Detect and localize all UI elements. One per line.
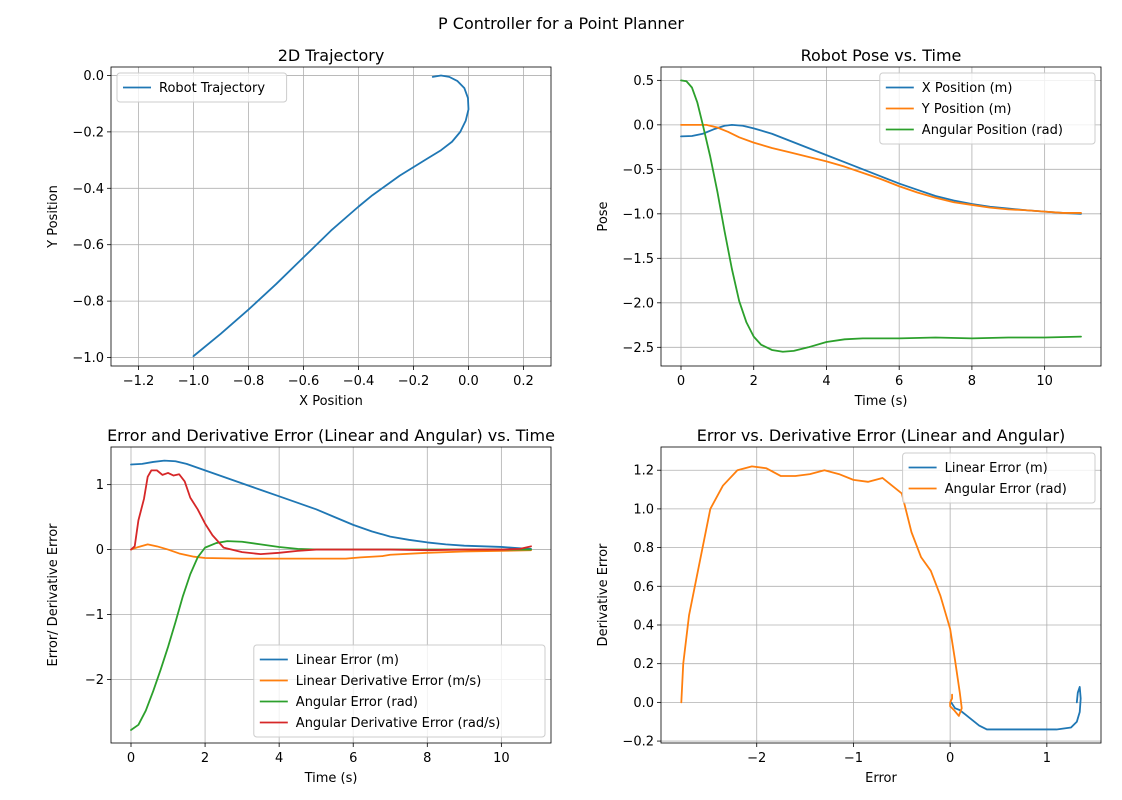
y-tick-label: −0.6 (72, 238, 104, 253)
series-line-y-position-m (680, 123, 1082, 214)
plot-frame (660, 446, 1102, 744)
chart-title: 2D Trajectory (278, 46, 385, 65)
figure-title: P Controller for a Point Planner (438, 14, 684, 33)
y-tick-label: −1.0 (622, 207, 654, 222)
legend-label: Y Position (m) (921, 102, 1012, 117)
x-tick-label: 0 (946, 751, 954, 766)
x-axis-label: X Position (299, 394, 363, 409)
y-tick-label: 1.2 (633, 464, 654, 479)
series-line-angular-error-rad (680, 465, 963, 717)
series-line-linear-derivative-error-m-s (130, 543, 532, 560)
y-tick-label: 0 (96, 543, 104, 558)
legend: X Position (m) Y Position (m) Angular Posi… (879, 72, 1096, 145)
x-axis-label: Time (s) (304, 771, 358, 786)
x-tick-label: 8 (423, 751, 431, 766)
y-tick-label: 0.0 (83, 69, 104, 84)
legend-box (253, 644, 546, 738)
x-tick-label: −1 (844, 751, 863, 766)
legend-box (116, 72, 288, 103)
x-tick-label: −1.2 (123, 374, 155, 389)
x-tick-label: 4 (822, 374, 830, 389)
legend: Linear Error (m) Angular Error (rad) (902, 452, 1096, 504)
y-tick-label: 0.2 (633, 657, 654, 672)
legend-label: Angular Derivative Error (rad/s) (296, 716, 501, 731)
x-tick-label: −0.6 (288, 374, 320, 389)
legend: Linear Error (m) Linear Derivative Error … (253, 644, 546, 738)
plot-frame (110, 66, 552, 367)
y-tick-label: −2.5 (622, 341, 654, 356)
y-axis-label: Error/ Derivative Error (46, 523, 61, 667)
y-tick-label: −0.8 (72, 295, 104, 310)
x-tick-label: 6 (349, 751, 357, 766)
y-tick-label: −2 (85, 673, 104, 688)
x-tick-label: 2 (750, 374, 758, 389)
y-tick-label: −0.2 (72, 125, 104, 140)
x-tick-label: −2 (747, 751, 766, 766)
chart-title: Error vs. Derivative Error (Linear and A… (697, 426, 1065, 445)
legend-label: Linear Error (m) (296, 653, 399, 668)
y-tick-label: 0.4 (633, 618, 654, 633)
legend-label: X Position (m) (922, 81, 1013, 96)
x-tick-label: 0 (677, 374, 685, 389)
x-axis-label: Error (865, 771, 897, 786)
chart-error_vs_derivative: −2 −1 0 1 1.2 1.0 0.8 0.6 0.4 0.2 0.0 −0.2 Error vs.… (596, 426, 1102, 786)
series-line-robot-trajectory (192, 74, 470, 358)
y-tick-label: 0.8 (633, 541, 654, 556)
legend-box (902, 452, 1096, 504)
x-tick-label: 4 (275, 751, 283, 766)
y-tick-label: −0.2 (622, 735, 654, 750)
legend-label: Angular Error (rad) (296, 695, 418, 710)
x-tick-label: 10 (493, 751, 510, 766)
legend: Robot Trajectory (116, 72, 288, 103)
y-tick-label: 1 (96, 478, 104, 493)
x-tick-label: 8 (968, 374, 976, 389)
legend-label: Angular Position (rad) (922, 123, 1063, 138)
x-tick-label: 6 (895, 374, 903, 389)
y-tick-label: −1.0 (72, 351, 104, 366)
x-tick-label: 10 (1036, 374, 1053, 389)
series-line-linear-error-m (130, 459, 532, 550)
chart-title: Robot Pose vs. Time (801, 46, 962, 65)
y-axis-label: Pose (596, 201, 611, 231)
y-tick-label: −2.0 (622, 296, 654, 311)
y-tick-label: 0.0 (633, 118, 654, 133)
series-line-angular-derivative-error-rad-s (130, 469, 532, 556)
legend-label: Linear Derivative Error (m/s) (296, 674, 481, 689)
chart-trajectory: −1.2 −1.0 −0.8 −0.6 −0.4 −0.2 0.0 0.2 0.0 −0.2 −0.… (46, 46, 552, 409)
y-tick-label: −0.4 (72, 182, 104, 197)
y-tick-label: −1.5 (622, 252, 654, 267)
x-tick-label: 2 (201, 751, 209, 766)
y-tick-label: −0.5 (622, 163, 654, 178)
plot-frame (110, 446, 552, 744)
x-tick-label: −0.4 (343, 374, 375, 389)
legend-label: Angular Error (rad) (945, 482, 1067, 497)
x-tick-label: 0.2 (513, 374, 534, 389)
y-tick-label: 0.6 (633, 580, 654, 595)
y-axis-label: Derivative Error (596, 543, 611, 647)
y-tick-label: 0.0 (633, 696, 654, 711)
y-tick-label: −1 (85, 608, 104, 623)
legend-box (879, 72, 1096, 145)
x-tick-label: −0.8 (233, 374, 265, 389)
y-tick-label: 0.5 (633, 74, 654, 89)
legend-label: Robot Trajectory (159, 81, 265, 96)
x-tick-label: 0 (127, 751, 135, 766)
plot-frame (660, 66, 1102, 367)
series-line-angular-position-rad (680, 79, 1082, 353)
y-axis-label: Y Position (46, 185, 61, 249)
x-tick-label: −0.2 (398, 374, 430, 389)
chart-title: Error and Derivative Error (Linear and A… (107, 426, 555, 445)
x-tick-label: 0.0 (458, 374, 479, 389)
x-axis-label: Time (s) (854, 394, 908, 409)
legend-label: Linear Error (m) (945, 461, 1048, 476)
x-tick-label: −1.0 (178, 374, 210, 389)
y-tick-label: 1.0 (633, 502, 654, 517)
series-line-linear-error-m (950, 686, 1082, 731)
x-tick-label: 1 (1043, 751, 1051, 766)
chart-pose: 0 2 4 6 8 10 0.5 0.0 −0.5 −1.0 −1.5 −2.0 −2.5 Robot P… (596, 46, 1102, 409)
